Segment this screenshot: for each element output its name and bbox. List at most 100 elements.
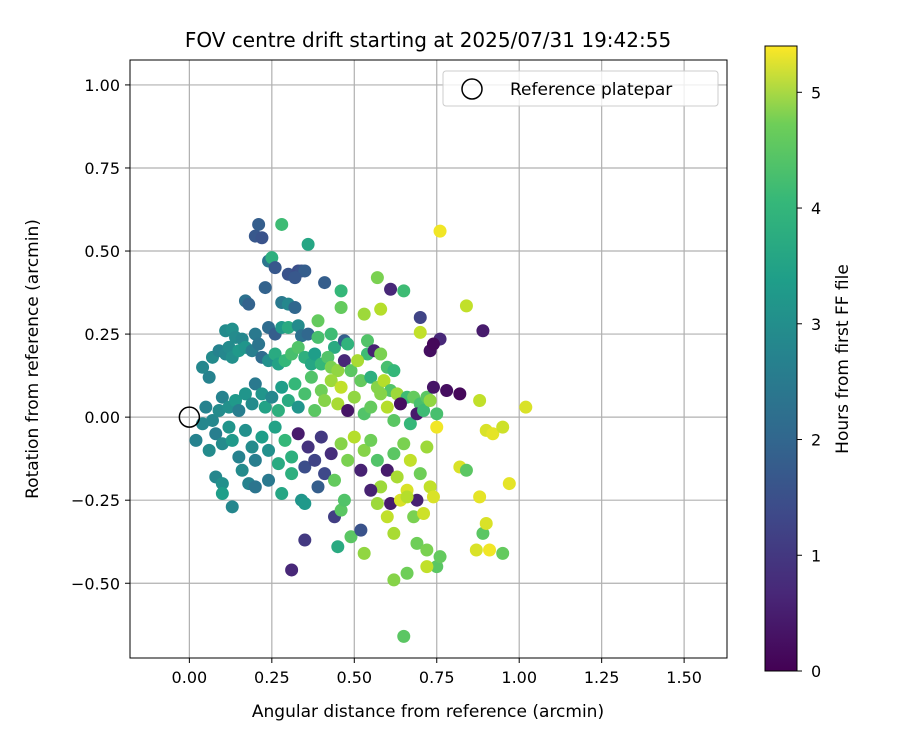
data-point: [496, 420, 510, 434]
data-point: [354, 523, 368, 537]
data-point: [222, 420, 236, 434]
data-point: [370, 453, 384, 467]
data-point: [262, 473, 276, 487]
data-point: [337, 493, 351, 507]
data-point: [248, 377, 262, 391]
colorbar-tick-label: 3: [811, 315, 821, 334]
data-point: [354, 463, 368, 477]
data-point: [426, 337, 440, 351]
data-point: [271, 457, 285, 471]
data-point: [245, 397, 259, 411]
x-axis-label: Angular distance from reference (arcmin): [252, 702, 604, 722]
data-point: [331, 540, 345, 554]
data-point: [400, 566, 414, 580]
data-point: [225, 433, 239, 447]
data-point: [258, 400, 272, 414]
data-point: [426, 490, 440, 504]
colorbar-tick-label: 5: [811, 83, 821, 102]
data-point: [252, 217, 266, 231]
data-point: [314, 430, 328, 444]
data-point: [334, 301, 348, 315]
data-point: [199, 400, 213, 414]
data-point: [301, 440, 315, 454]
data-point: [334, 437, 348, 451]
legend-box: [442, 70, 719, 107]
x-axis-ticks: 0.00 0.25 0.50 0.75 1.00 1.25 1.50: [172, 658, 702, 687]
data-point: [387, 413, 401, 427]
data-point: [318, 467, 332, 481]
data-point: [459, 463, 473, 477]
data-point: [476, 324, 490, 338]
data-point: [301, 237, 315, 251]
data-point: [413, 310, 427, 324]
data-point: [288, 271, 302, 285]
data-point: [288, 301, 302, 315]
data-point: [331, 364, 345, 378]
data-point: [410, 493, 424, 507]
y-tick-label: 0.00: [84, 408, 120, 427]
x-tick-label: 0.50: [336, 668, 372, 687]
colorbar-label: Hours from first FF file: [833, 264, 853, 454]
data-point: [291, 427, 305, 441]
data-point: [196, 360, 210, 374]
data-point: [387, 573, 401, 587]
data-point: [337, 354, 351, 368]
data-point: [308, 403, 322, 417]
data-point: [311, 480, 325, 494]
data-point: [225, 500, 239, 514]
data-point: [324, 327, 338, 341]
colorbar-tick-label: 4: [811, 199, 821, 218]
data-point: [423, 480, 437, 494]
x-tick-label: 1.50: [666, 668, 702, 687]
data-point: [265, 390, 279, 404]
data-point: [285, 563, 299, 577]
data-point: [357, 546, 371, 560]
data-point: [341, 337, 355, 351]
data-point: [430, 407, 444, 421]
data-point: [291, 400, 305, 414]
data-point: [390, 470, 404, 484]
data-point: [390, 387, 404, 401]
data-point: [202, 370, 216, 384]
data-point: [483, 543, 497, 557]
data-point: [248, 327, 262, 341]
data-point: [384, 497, 398, 511]
plot-frame: [129, 59, 728, 659]
data-point: [413, 325, 427, 339]
data-point: [304, 370, 318, 384]
chart-title: FOV centre drift starting at 2025/07/31 …: [185, 28, 671, 52]
data-point: [420, 440, 434, 454]
data-point: [430, 420, 444, 434]
data-point: [344, 530, 358, 544]
data-point: [238, 387, 252, 401]
colorbar-tick-label: 1: [811, 546, 821, 565]
data-point: [258, 281, 272, 295]
data-point: [380, 400, 394, 414]
data-point: [430, 560, 444, 574]
data-point: [370, 497, 384, 511]
data-point: [519, 400, 533, 414]
data-point: [417, 403, 431, 417]
data-point: [202, 443, 216, 457]
data-point: [360, 334, 374, 348]
data-point: [387, 447, 401, 461]
data-point: [248, 453, 262, 467]
data-point: [387, 364, 401, 378]
data-point: [245, 440, 259, 454]
colorbar-ticks: 0 1 2 3 4 5: [797, 83, 821, 681]
data-point: [314, 384, 328, 398]
data-point: [397, 284, 411, 298]
data-point: [222, 340, 236, 354]
colorbar-tick-label: 0: [811, 662, 821, 681]
data-point: [281, 320, 295, 334]
x-tick-label: 0.75: [419, 668, 455, 687]
data-point: [196, 417, 210, 431]
data-point: [486, 427, 500, 441]
data-point: [275, 217, 289, 231]
data-point: [238, 423, 252, 437]
data-point: [255, 387, 269, 401]
data-point: [271, 403, 285, 417]
data-point: [393, 397, 407, 411]
data-point: [281, 394, 295, 408]
data-point: [407, 510, 421, 524]
